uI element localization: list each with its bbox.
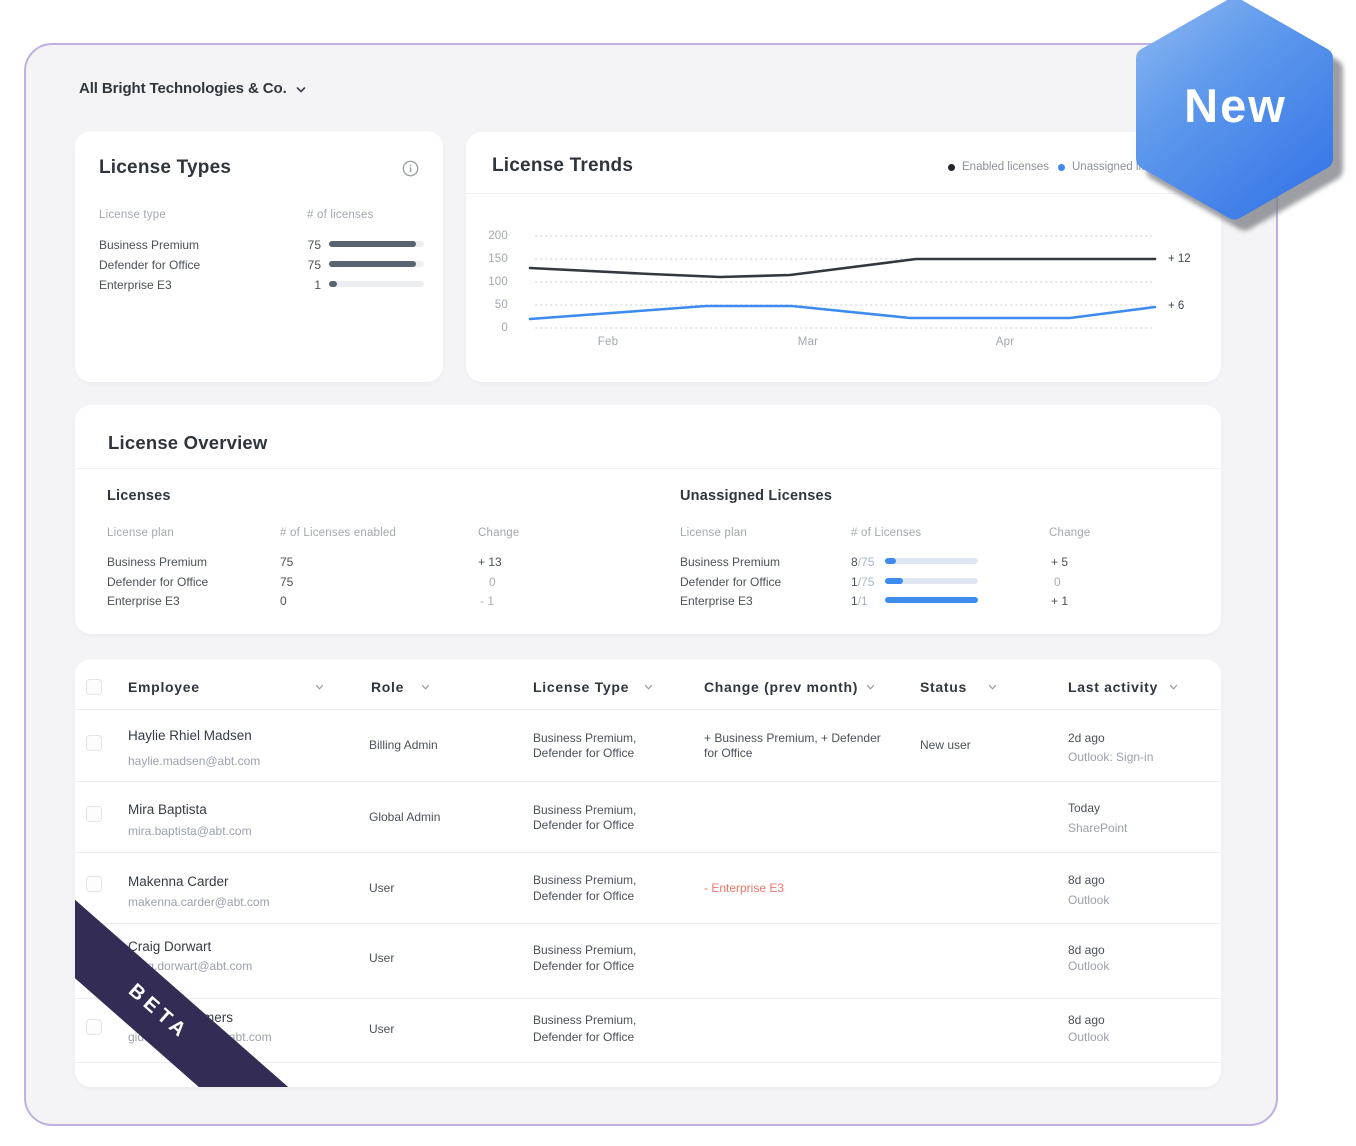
svg-text:New: New: [1184, 79, 1287, 132]
